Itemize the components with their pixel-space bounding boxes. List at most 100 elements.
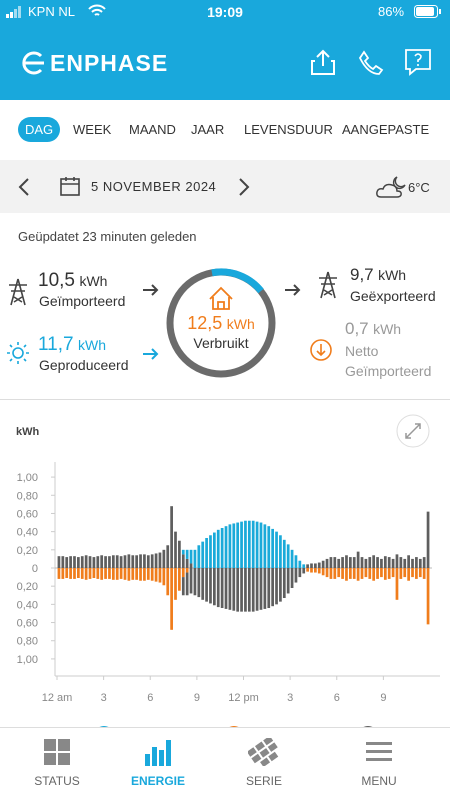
bar	[170, 506, 173, 568]
bar	[267, 526, 271, 568]
y-axis-label: kWh	[16, 426, 40, 438]
bar	[174, 531, 177, 568]
bar	[57, 556, 61, 568]
y-tick-label: 0,60	[17, 618, 38, 630]
expand-button[interactable]	[396, 414, 430, 448]
call-button[interactable]	[358, 50, 384, 76]
bar	[271, 528, 275, 568]
grid-tower-icon	[9, 278, 27, 306]
bar	[337, 568, 341, 578]
bar	[426, 511, 430, 568]
bar	[372, 555, 376, 568]
bar	[279, 568, 282, 602]
nav-item[interactable]: ENERGIE	[113, 738, 203, 788]
bar	[279, 535, 282, 568]
bar	[193, 568, 197, 596]
bar	[411, 558, 414, 568]
bar	[77, 568, 80, 578]
bar	[317, 562, 321, 568]
tab[interactable]: WEEK	[73, 122, 112, 137]
bar	[228, 524, 232, 568]
weather-icon	[376, 176, 406, 198]
x-tick-label: 12 am	[42, 692, 73, 704]
divider	[0, 399, 450, 400]
bar	[162, 549, 166, 568]
tab[interactable]: AANGEPASTE	[342, 122, 430, 137]
bar	[251, 520, 255, 568]
bar	[104, 556, 107, 568]
stat-value: 12,5 kWh	[165, 313, 277, 334]
bar	[201, 568, 205, 600]
share-button[interactable]	[310, 48, 336, 76]
bar	[263, 524, 267, 568]
bar	[407, 555, 410, 568]
carrier: KPN NL	[28, 4, 75, 19]
nav-item[interactable]: STATUS	[12, 738, 102, 788]
bar	[150, 568, 154, 581]
bar	[96, 568, 100, 579]
stat-label: Verbruikt	[193, 335, 249, 351]
bar	[345, 568, 348, 581]
bar	[205, 538, 208, 568]
calendar-icon[interactable]	[60, 176, 80, 196]
nav-item[interactable]: SERIE	[219, 738, 309, 788]
bar	[314, 563, 317, 568]
bar	[77, 557, 80, 568]
bar	[259, 522, 263, 568]
bar	[65, 557, 69, 568]
bar	[88, 556, 92, 568]
bar	[84, 555, 88, 568]
tab[interactable]: JAAR	[191, 122, 225, 137]
tab[interactable]: MAAND	[129, 122, 176, 137]
nav-item[interactable]: MENU	[334, 738, 424, 788]
bar	[294, 555, 298, 568]
bar	[290, 549, 294, 568]
prev-day[interactable]	[16, 177, 32, 197]
bar	[119, 568, 123, 579]
bar	[255, 521, 259, 568]
bar	[212, 568, 216, 606]
tab[interactable]: LEVENSDUUR	[244, 122, 333, 137]
bar	[197, 545, 201, 568]
net-icon	[310, 339, 332, 361]
bar	[286, 568, 290, 594]
signal-icon	[6, 6, 21, 18]
bar	[395, 554, 399, 568]
bar	[201, 541, 205, 568]
bar	[189, 563, 193, 568]
next-day[interactable]	[236, 177, 252, 197]
battery-level: 86%	[378, 4, 405, 19]
x-tick-label: 6	[334, 692, 340, 704]
bar	[111, 555, 115, 568]
y-tick-label: 0,20	[17, 545, 38, 557]
bar	[232, 568, 236, 611]
bar	[181, 577, 185, 596]
tab[interactable]: DAG	[18, 117, 61, 142]
bar	[368, 568, 372, 579]
bar	[240, 568, 243, 612]
bar	[185, 558, 189, 568]
y-tick-label: 0,80	[17, 636, 38, 648]
bar	[131, 568, 135, 580]
bar	[333, 568, 337, 579]
bar	[205, 568, 208, 602]
bar	[73, 556, 76, 568]
bar	[415, 557, 418, 568]
bar	[166, 568, 170, 596]
bar	[383, 568, 387, 580]
y-tick-label: 0,60	[17, 508, 38, 520]
updated-note: Geüpdatet 23 minuten geleden	[18, 229, 197, 244]
unit: kWh	[79, 273, 108, 289]
bar	[399, 557, 403, 568]
date: 5 NOVEMBER 2024	[91, 179, 217, 194]
bar	[345, 555, 348, 568]
bar	[294, 568, 298, 583]
grid-tower-icon	[319, 271, 337, 299]
bar	[236, 522, 240, 568]
bar	[220, 568, 224, 608]
bar	[135, 555, 139, 568]
bar	[150, 554, 154, 568]
bar	[302, 564, 306, 568]
help-button[interactable]	[404, 48, 432, 76]
x-tick-label: 9	[194, 692, 200, 704]
